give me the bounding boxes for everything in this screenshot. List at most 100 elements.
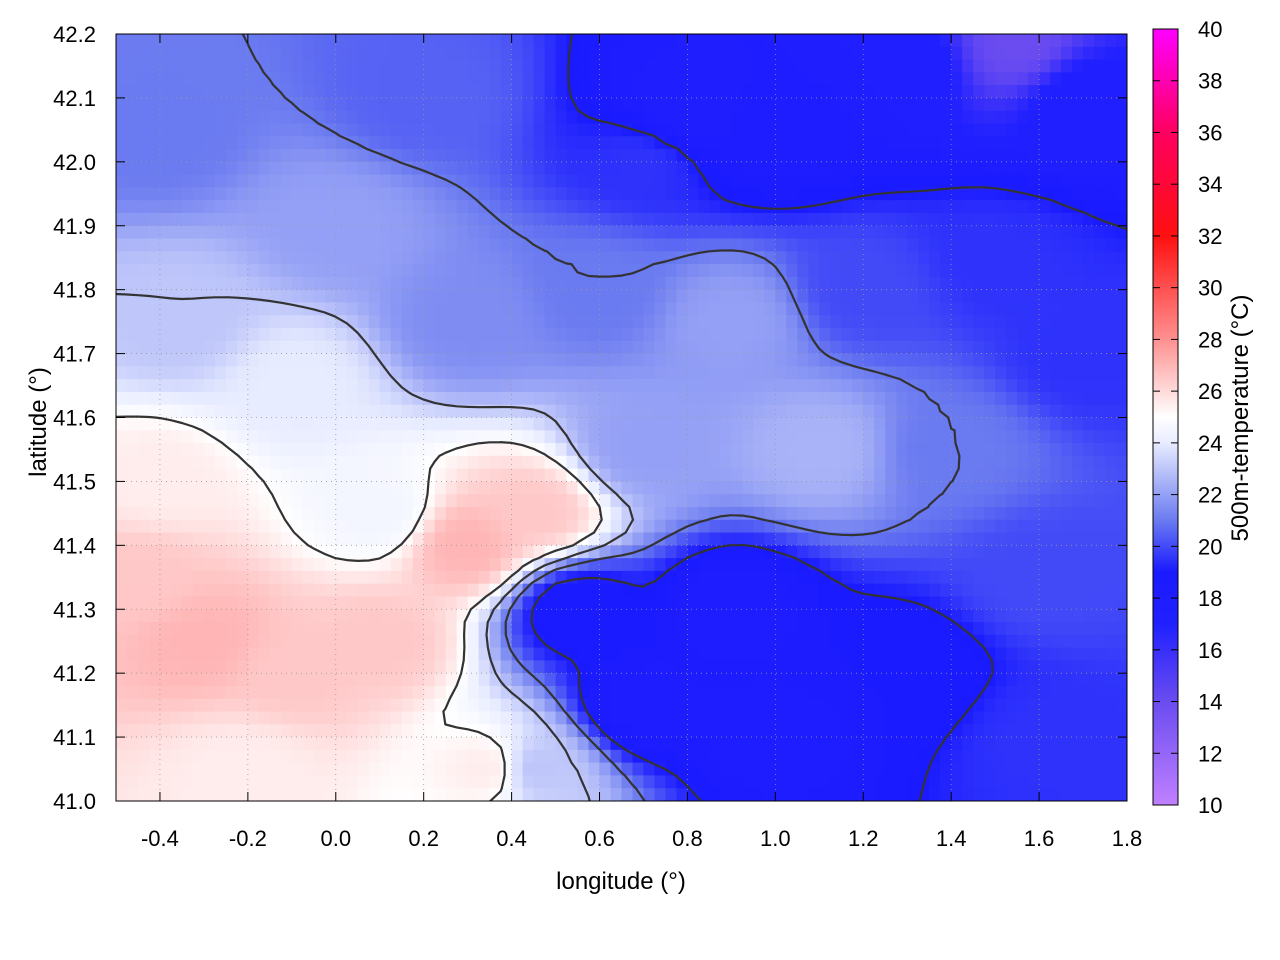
field-cell	[126, 123, 139, 137]
field-cell	[1039, 494, 1051, 508]
field-cell	[335, 532, 348, 546]
field-cell	[918, 225, 930, 240]
field-cell	[434, 123, 447, 137]
field-cell	[599, 622, 612, 636]
field-cell	[313, 379, 326, 393]
field-cell	[456, 622, 469, 636]
field-cell	[1105, 519, 1117, 534]
field-cell	[116, 366, 128, 380]
field-cell	[709, 34, 721, 48]
field-cell	[698, 46, 711, 61]
field-cell	[874, 264, 886, 278]
field-cell	[500, 264, 513, 278]
field-cell	[269, 366, 282, 380]
field-cell	[236, 46, 249, 61]
field-cell	[335, 264, 348, 278]
field-cell	[401, 698, 414, 713]
field-cell	[423, 123, 436, 137]
field-cell	[632, 72, 645, 86]
field-cell	[632, 647, 645, 661]
field-cell	[797, 570, 809, 585]
field-cell	[984, 430, 996, 444]
field-cell	[467, 97, 480, 112]
field-cell	[1039, 110, 1051, 125]
field-cell	[137, 558, 150, 572]
field-cell	[610, 596, 623, 610]
field-cell	[874, 85, 886, 99]
field-cell	[236, 366, 249, 380]
field-cell	[390, 302, 403, 316]
field-cell	[357, 506, 370, 521]
field-cell	[830, 545, 842, 559]
field-cell	[566, 685, 579, 700]
field-cell	[116, 136, 128, 150]
field-cell	[742, 97, 754, 112]
field-cell	[830, 417, 842, 431]
field-cell	[632, 328, 645, 342]
field-cell	[676, 622, 689, 636]
field-cell	[225, 685, 238, 700]
field-cell	[456, 532, 469, 546]
field-cell	[566, 174, 579, 188]
field-cell	[1116, 123, 1127, 137]
field-cell	[874, 225, 886, 240]
field-cell	[720, 225, 732, 240]
field-cell	[456, 200, 469, 214]
field-cell	[1083, 443, 1095, 457]
field-cell	[324, 238, 337, 252]
field-cell	[896, 187, 908, 201]
field-cell	[929, 545, 941, 559]
field-cell	[764, 379, 776, 393]
field-cell	[269, 647, 282, 661]
field-cell	[269, 149, 282, 163]
field-cell	[368, 430, 381, 444]
field-cell	[324, 404, 337, 419]
field-cell	[236, 391, 249, 406]
field-cell	[159, 647, 172, 661]
field-cell	[368, 685, 381, 700]
field-cell	[797, 698, 809, 713]
field-cell	[940, 596, 952, 610]
field-cell	[357, 85, 370, 99]
field-cell	[478, 212, 491, 227]
field-cell	[500, 570, 513, 585]
field-cell	[126, 519, 139, 534]
field-cell	[808, 85, 820, 99]
field-cell	[192, 174, 205, 188]
field-cell	[632, 685, 645, 700]
field-cell	[797, 711, 809, 725]
field-cell	[1094, 59, 1106, 73]
field-cell	[863, 494, 875, 508]
field-cell	[280, 136, 293, 150]
field-cell	[1116, 583, 1127, 598]
field-cell	[830, 570, 842, 585]
field-cell	[159, 72, 172, 86]
field-cell	[324, 443, 337, 457]
field-cell	[918, 315, 930, 329]
field-cell	[1083, 289, 1095, 304]
field-cell	[1083, 328, 1095, 342]
field-cell	[192, 404, 205, 419]
field-cell	[247, 251, 260, 265]
field-cell	[225, 634, 238, 649]
field-cell	[610, 264, 623, 278]
field-cell	[346, 110, 359, 125]
field-cell	[918, 174, 930, 188]
field-cell	[940, 634, 952, 649]
field-cell	[137, 110, 150, 125]
field-cell	[478, 238, 491, 252]
field-cell	[214, 353, 227, 367]
field-cell	[434, 506, 447, 521]
field-cell	[1083, 468, 1095, 483]
field-cell	[599, 570, 612, 585]
field-cell	[434, 276, 447, 291]
field-cell	[588, 161, 601, 176]
field-cell	[929, 238, 941, 252]
field-cell	[885, 200, 897, 214]
field-cell	[742, 174, 754, 188]
field-cell	[258, 276, 271, 291]
field-cell	[951, 264, 963, 278]
field-cell	[764, 417, 776, 431]
field-cell	[962, 110, 974, 125]
